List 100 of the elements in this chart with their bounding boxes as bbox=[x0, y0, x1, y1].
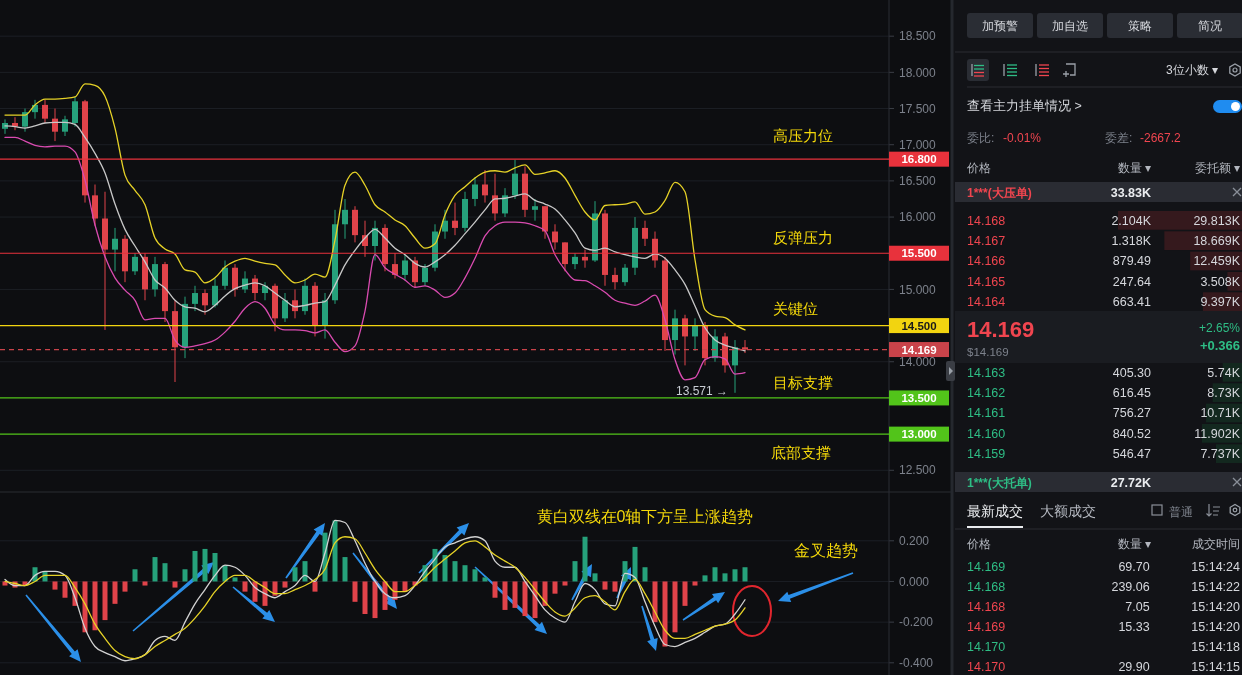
bar bbox=[62, 581, 68, 598]
text: 普通 bbox=[1169, 505, 1193, 519]
candlestick bbox=[232, 263, 238, 298]
data-label: 7.737K bbox=[1200, 447, 1241, 462]
y-tick-label: 16.500 bbox=[899, 174, 937, 189]
text: 价格 bbox=[966, 161, 991, 175]
candlestick bbox=[672, 309, 678, 356]
candlestick bbox=[392, 252, 398, 280]
bar bbox=[372, 581, 378, 619]
text: 目标支撑 bbox=[773, 374, 833, 392]
text: 委差: bbox=[1105, 131, 1133, 145]
data-label: 9.397K bbox=[1200, 295, 1241, 310]
bar bbox=[202, 548, 208, 582]
y-tick-label: 14.000 bbox=[899, 354, 937, 369]
candlestick bbox=[222, 259, 228, 290]
y-tick-label: 18.500 bbox=[899, 29, 937, 44]
annotation: 2.104K bbox=[1111, 213, 1152, 228]
candlestick bbox=[742, 339, 748, 354]
text: +0.366 bbox=[1199, 338, 1240, 353]
ref-line-label: 14.500 bbox=[901, 319, 937, 332]
bar bbox=[702, 575, 708, 582]
text: 14.170 15:14:18 bbox=[967, 640, 1240, 654]
text: 价格 bbox=[966, 537, 991, 551]
candlestick bbox=[512, 159, 518, 200]
candlestick bbox=[532, 198, 538, 222]
text: 金叉趋势 bbox=[794, 541, 858, 559]
y-tick-label: -0.200 bbox=[899, 615, 934, 630]
bar bbox=[452, 561, 458, 582]
bar bbox=[742, 567, 748, 582]
data-label: 18.669K bbox=[1193, 234, 1241, 249]
bar bbox=[232, 577, 238, 582]
text: 14.169 15.33 15:14:20 bbox=[967, 620, 1240, 634]
y-tick-label: 12.500 bbox=[899, 463, 937, 478]
text: -2667.2 bbox=[1140, 131, 1182, 145]
bar bbox=[672, 581, 678, 633]
text: 加预警 bbox=[982, 19, 1018, 33]
data-label: 5.74K bbox=[1207, 365, 1241, 380]
bar bbox=[472, 569, 478, 582]
candlestick bbox=[372, 220, 378, 261]
candlestick bbox=[212, 278, 218, 308]
text: 底部支撑 bbox=[771, 444, 831, 462]
annotation: 13.571 → bbox=[675, 384, 728, 399]
text: 14.169 bbox=[967, 317, 1035, 342]
bar bbox=[502, 581, 508, 610]
candlestick bbox=[202, 288, 208, 316]
candlestick bbox=[452, 202, 458, 236]
text: 616.45 bbox=[1112, 386, 1152, 401]
text: 1***(大压单) bbox=[967, 186, 1032, 200]
bar bbox=[362, 581, 368, 614]
y-tick-label: 16.000 bbox=[899, 210, 937, 225]
bar bbox=[172, 581, 178, 588]
bar bbox=[602, 581, 608, 590]
text: 反弹压力 bbox=[773, 229, 833, 247]
text: 大额成交 bbox=[1040, 504, 1096, 519]
bar bbox=[342, 557, 348, 582]
bar bbox=[332, 520, 338, 582]
candlestick bbox=[52, 108, 58, 142]
candlestick bbox=[732, 339, 738, 394]
candlestick bbox=[262, 281, 268, 301]
y-tick-label: -0.400 bbox=[899, 656, 934, 670]
bar bbox=[352, 581, 358, 602]
bar bbox=[152, 557, 158, 582]
candlestick bbox=[72, 96, 78, 128]
candlestick bbox=[422, 263, 428, 287]
candlestick bbox=[552, 223, 558, 251]
candlestick bbox=[612, 267, 618, 290]
bar bbox=[102, 581, 108, 621]
candlestick bbox=[622, 263, 628, 287]
candlestick bbox=[502, 187, 508, 218]
text: 委比: bbox=[967, 131, 995, 145]
bar bbox=[492, 581, 498, 598]
ref-line-label: 15.500 bbox=[901, 247, 937, 260]
candlestick bbox=[412, 256, 418, 289]
text: 1***(大托单) bbox=[967, 476, 1032, 490]
text: 策略 bbox=[1128, 19, 1152, 33]
ref-line-label: 16.800 bbox=[901, 153, 937, 166]
y-tick-label: 14.167 bbox=[967, 234, 1006, 249]
text: 33.83K bbox=[1110, 186, 1151, 200]
text: 数量 ▾ bbox=[1117, 537, 1151, 551]
data-label: 8.73K bbox=[1207, 386, 1241, 401]
candlestick bbox=[642, 220, 648, 247]
ref-line-label: 14.169 bbox=[901, 343, 937, 356]
bar bbox=[182, 569, 188, 582]
candlestick bbox=[562, 241, 568, 272]
bar bbox=[82, 581, 88, 633]
text: 委托额 ▾ bbox=[1194, 161, 1240, 175]
bar bbox=[52, 581, 58, 590]
annotation: 879.49 bbox=[1112, 254, 1152, 269]
bar bbox=[242, 581, 248, 592]
text: 3位小数 ▾ bbox=[1165, 63, 1218, 77]
bar bbox=[272, 581, 278, 596]
text: 14.168 7.05 15:14:20 bbox=[967, 600, 1240, 614]
text: +2.65% bbox=[1198, 321, 1241, 335]
candlestick bbox=[402, 254, 408, 282]
y-tick-label: 14.160 bbox=[967, 426, 1006, 441]
text: 14.168 239.06 15:14:22 bbox=[967, 580, 1240, 594]
data-label: 29.813K bbox=[1193, 213, 1241, 228]
candlestick bbox=[572, 252, 578, 270]
annotation: 247.64 bbox=[1112, 274, 1152, 289]
bar bbox=[522, 581, 528, 617]
